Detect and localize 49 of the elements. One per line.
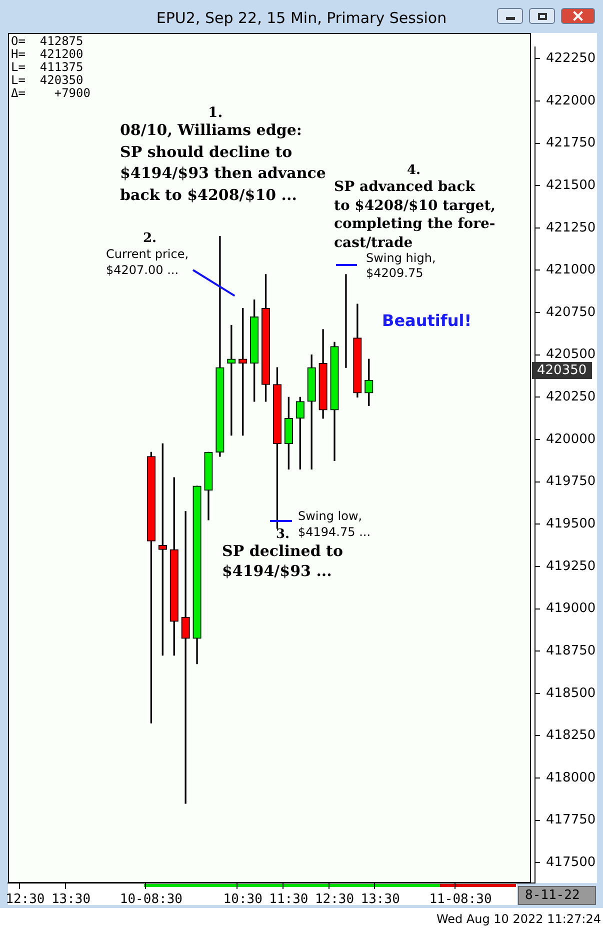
annotation: 08/10, Williams edge: SP should decline to $4194/$93 then advance back to $4208/$10 ...	[120, 120, 326, 206]
text: Wed Aug 10 2022 11:27:24	[436, 912, 601, 926]
y-tick-label: 418250	[546, 728, 596, 744]
y-tick-label: 421000	[546, 262, 596, 278]
x-tick-label: 10-08:30	[120, 892, 183, 908]
y-tick-label: 421750	[546, 136, 596, 151]
y-tick-label: 421500	[546, 178, 596, 193]
y-tick-label: 417500	[546, 855, 596, 870]
x-tick-label: 10:30	[223, 892, 262, 908]
x-tick-label: 12:30	[6, 892, 45, 908]
annotation: SP declined to $4194/$93 ...	[222, 541, 343, 581]
y-tick-label: 420000	[546, 432, 596, 447]
chart-title: EPU2, Sep 22, 15 Min, Primary Session	[155, 9, 448, 27]
y-tick-label: 422000	[546, 93, 596, 108]
y-tick-label: 418500	[546, 686, 596, 701]
annotation: 2.	[143, 231, 157, 246]
y-tick-label: 417750	[546, 812, 596, 828]
annotation: H= 421200	[11, 47, 84, 61]
annotation: Swing low, $4194.75 ...	[298, 508, 371, 540]
text: 420350	[532, 362, 592, 379]
annotation: Swing high, $4209.75	[366, 251, 436, 281]
y-tick-label: 419000	[546, 601, 596, 616]
annotation: SP advanced back to $4208/$10 target, completing the fore- cast/trade	[334, 178, 496, 252]
y-tick-label: 422250	[546, 51, 596, 66]
y-tick-label: 418750	[546, 643, 596, 658]
x-tick-label: 13:30	[360, 892, 400, 908]
annotation: L= 420350	[11, 73, 84, 87]
annotation: Beautiful!	[382, 311, 472, 330]
y-tick-label: 421250	[546, 220, 596, 236]
y-tick-label: 419750	[546, 474, 596, 490]
text: 8-11-22	[518, 886, 596, 905]
annotation: 4.	[407, 163, 421, 178]
annotation: Current price, $4207.00 ...	[106, 246, 189, 278]
y-tick-label: 419250	[546, 558, 596, 574]
y-tick-label: 419500	[546, 516, 596, 532]
annotation: Δ= +7900	[11, 86, 90, 100]
annotation: 3.	[276, 527, 290, 542]
x-tick-label: 13:30	[51, 892, 91, 908]
y-tick-label: 420500	[546, 347, 596, 362]
x-tick-label: 11-08:30	[429, 892, 492, 908]
y-tick-label: 420750	[546, 304, 596, 320]
annotation: 1.	[208, 105, 223, 121]
y-tick-label: 420250	[546, 390, 596, 405]
x-tick-label: 12:30	[314, 892, 354, 908]
annotation: O= 412875	[11, 34, 84, 48]
annotation: L= 411375	[11, 60, 84, 74]
y-tick-label: 418000	[546, 770, 596, 786]
candlestick	[181, 511, 190, 804]
x-tick-label: 11:30	[269, 892, 308, 908]
